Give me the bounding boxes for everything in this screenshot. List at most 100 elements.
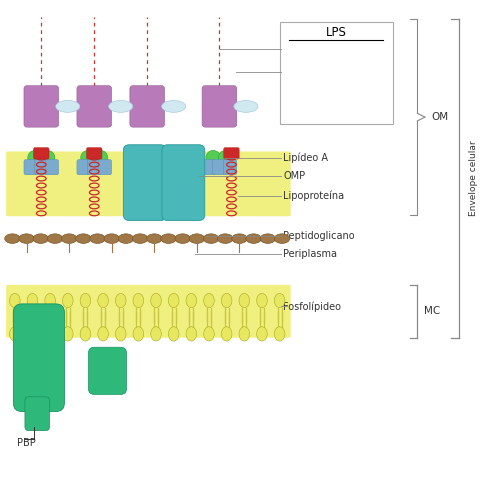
FancyBboxPatch shape: [130, 160, 143, 175]
Ellipse shape: [274, 327, 285, 341]
Ellipse shape: [10, 327, 20, 341]
Text: PBP: PBP: [17, 439, 36, 448]
Ellipse shape: [47, 234, 63, 243]
FancyBboxPatch shape: [151, 160, 165, 175]
Ellipse shape: [27, 327, 38, 341]
Text: OMP: OMP: [283, 171, 305, 181]
Circle shape: [219, 150, 233, 165]
Text: Lipídeo A: Lipídeo A: [283, 152, 328, 163]
Ellipse shape: [204, 234, 219, 243]
Ellipse shape: [257, 294, 267, 308]
Ellipse shape: [61, 234, 77, 243]
Circle shape: [134, 150, 148, 165]
FancyBboxPatch shape: [123, 145, 166, 220]
Ellipse shape: [80, 294, 91, 308]
Circle shape: [206, 150, 221, 165]
Ellipse shape: [56, 100, 80, 112]
FancyBboxPatch shape: [24, 160, 37, 175]
Ellipse shape: [133, 327, 144, 341]
Text: Peptidoglicano: Peptidoglicano: [283, 231, 355, 241]
Ellipse shape: [45, 327, 56, 341]
Text: MC: MC: [424, 306, 440, 316]
Ellipse shape: [109, 100, 133, 112]
Ellipse shape: [232, 234, 247, 243]
Ellipse shape: [5, 234, 20, 243]
FancyBboxPatch shape: [88, 160, 101, 175]
Ellipse shape: [151, 294, 161, 308]
Ellipse shape: [204, 294, 214, 308]
FancyBboxPatch shape: [77, 86, 112, 127]
FancyBboxPatch shape: [202, 160, 216, 175]
Ellipse shape: [175, 234, 190, 243]
FancyBboxPatch shape: [6, 151, 291, 216]
FancyBboxPatch shape: [87, 147, 102, 159]
Ellipse shape: [98, 294, 109, 308]
Ellipse shape: [218, 234, 233, 243]
FancyBboxPatch shape: [35, 160, 48, 175]
FancyBboxPatch shape: [77, 160, 91, 175]
FancyBboxPatch shape: [223, 160, 237, 175]
Ellipse shape: [104, 234, 119, 243]
Ellipse shape: [62, 294, 73, 308]
FancyBboxPatch shape: [45, 160, 58, 175]
Ellipse shape: [33, 234, 49, 243]
Ellipse shape: [239, 294, 250, 308]
Ellipse shape: [257, 327, 267, 341]
Ellipse shape: [234, 100, 258, 112]
Ellipse shape: [186, 327, 197, 341]
FancyBboxPatch shape: [24, 86, 58, 127]
Circle shape: [81, 150, 95, 165]
Ellipse shape: [75, 234, 91, 243]
Ellipse shape: [169, 327, 179, 341]
Ellipse shape: [90, 234, 105, 243]
FancyBboxPatch shape: [202, 86, 237, 127]
Ellipse shape: [27, 294, 38, 308]
FancyBboxPatch shape: [6, 285, 291, 338]
Ellipse shape: [98, 327, 109, 341]
Circle shape: [28, 150, 42, 165]
Ellipse shape: [45, 294, 56, 308]
FancyBboxPatch shape: [98, 160, 112, 175]
Ellipse shape: [133, 294, 144, 308]
Ellipse shape: [246, 234, 262, 243]
Bar: [280, 22, 393, 124]
FancyBboxPatch shape: [213, 160, 226, 175]
Ellipse shape: [118, 234, 133, 243]
FancyBboxPatch shape: [89, 347, 127, 394]
Text: Envelope celular: Envelope celular: [469, 141, 478, 216]
Ellipse shape: [239, 327, 250, 341]
Circle shape: [40, 150, 55, 165]
Circle shape: [94, 150, 108, 165]
Ellipse shape: [161, 234, 176, 243]
Text: Núcleo: Núcleo: [283, 67, 317, 77]
FancyBboxPatch shape: [162, 145, 205, 220]
Ellipse shape: [147, 234, 162, 243]
Text: OM: OM: [431, 112, 449, 122]
Ellipse shape: [274, 294, 285, 308]
Ellipse shape: [222, 327, 232, 341]
Ellipse shape: [222, 294, 232, 308]
Circle shape: [146, 150, 161, 165]
FancyBboxPatch shape: [25, 397, 50, 430]
Ellipse shape: [19, 234, 34, 243]
Ellipse shape: [162, 100, 186, 112]
Ellipse shape: [186, 294, 197, 308]
Ellipse shape: [10, 294, 20, 308]
FancyBboxPatch shape: [224, 147, 239, 159]
Text: LPS: LPS: [326, 26, 347, 39]
Ellipse shape: [132, 234, 148, 243]
Ellipse shape: [62, 327, 73, 341]
Ellipse shape: [115, 327, 126, 341]
Ellipse shape: [151, 327, 161, 341]
Text: Antigénio O: Antigénio O: [283, 44, 341, 55]
Ellipse shape: [189, 234, 205, 243]
Text: Fosfolípideo: Fosfolípideo: [283, 301, 341, 311]
Ellipse shape: [115, 294, 126, 308]
Text: Lipoproteína: Lipoproteína: [283, 190, 345, 201]
Ellipse shape: [274, 234, 290, 243]
FancyBboxPatch shape: [130, 86, 165, 127]
Ellipse shape: [169, 294, 179, 308]
FancyBboxPatch shape: [34, 147, 49, 159]
FancyBboxPatch shape: [140, 160, 154, 175]
Text: Periplasma: Periplasma: [283, 249, 337, 259]
